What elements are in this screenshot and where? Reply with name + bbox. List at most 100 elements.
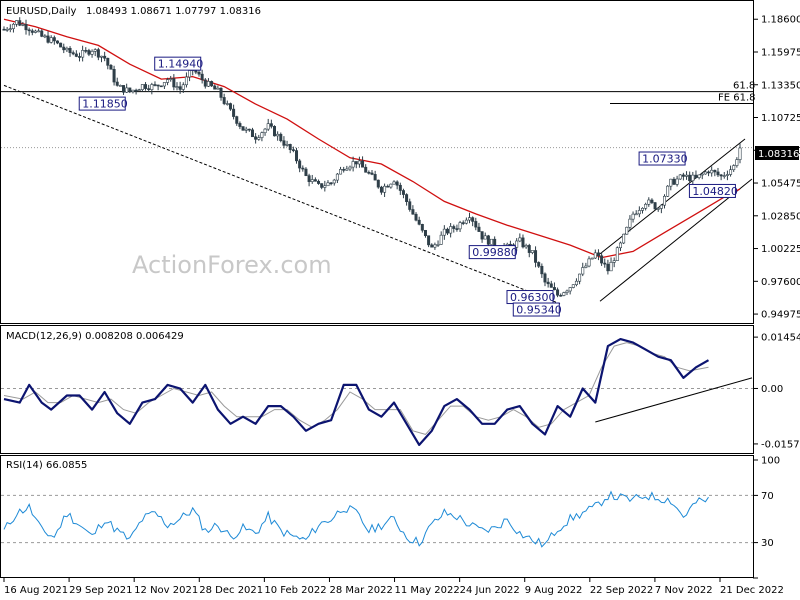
candle	[546, 277, 550, 288]
price-tick-label: 1.05475	[761, 179, 800, 190]
candle	[562, 291, 566, 297]
candle	[298, 158, 302, 173]
x-tick-label: 9 Aug 2022	[525, 585, 583, 596]
x-tick-label: 28 Dec 2021	[199, 585, 263, 596]
candle	[694, 170, 698, 179]
candle	[87, 48, 91, 57]
candle	[401, 188, 405, 199]
macd-signal-line	[3, 342, 709, 435]
candle	[169, 75, 173, 82]
candle	[735, 157, 739, 168]
candle	[118, 84, 122, 87]
price-pane	[0, 0, 754, 324]
candle	[420, 223, 424, 233]
candle	[15, 20, 19, 27]
candle	[40, 29, 44, 38]
candle	[178, 81, 182, 94]
candle	[125, 83, 129, 93]
candle	[688, 171, 692, 183]
candle	[301, 165, 305, 172]
candle	[210, 80, 214, 87]
candle	[93, 48, 97, 57]
candle	[414, 212, 418, 222]
candle	[81, 45, 85, 62]
candle	[27, 27, 31, 36]
candle	[596, 249, 600, 261]
candle	[269, 119, 273, 129]
candle	[203, 78, 207, 89]
candle	[678, 174, 682, 180]
candle	[109, 64, 113, 70]
candle	[254, 133, 258, 144]
candle	[647, 197, 651, 207]
candle	[534, 246, 538, 268]
candle	[398, 182, 402, 195]
price-tick-label: 1.15975	[761, 47, 800, 58]
candle	[228, 102, 232, 111]
candle	[622, 233, 626, 245]
candle	[593, 249, 597, 260]
last-price-label: 1.08316	[758, 149, 799, 160]
candle	[339, 166, 343, 175]
candle	[515, 238, 519, 252]
candle	[266, 118, 270, 132]
candle	[540, 263, 544, 278]
candle	[263, 127, 267, 136]
candle	[184, 72, 188, 88]
candle	[159, 85, 163, 88]
candle	[445, 227, 449, 236]
candle	[408, 198, 412, 212]
candle	[291, 146, 295, 153]
candle	[37, 28, 41, 33]
candle	[216, 85, 220, 90]
candle	[122, 85, 126, 95]
candle	[578, 273, 582, 285]
candle	[250, 127, 254, 138]
macd-title: MACD(12,26,9) 0.008208 0.006429	[6, 331, 184, 342]
candle	[272, 125, 276, 137]
candle	[55, 40, 59, 45]
candle	[175, 82, 179, 91]
watermark: ActionForex.com	[132, 251, 332, 279]
candle	[474, 217, 478, 231]
candle	[587, 256, 591, 268]
candle	[392, 180, 396, 185]
candle	[354, 161, 358, 169]
annotation-label: 1.07330	[642, 153, 688, 166]
candle	[738, 143, 742, 164]
candle	[128, 87, 132, 94]
candle	[373, 170, 377, 181]
candle	[461, 220, 465, 226]
candle	[11, 22, 15, 33]
candle	[49, 35, 53, 44]
candle	[348, 165, 352, 172]
price-level-annotation: 0.96300	[506, 290, 555, 305]
candle	[631, 211, 635, 223]
candle	[581, 262, 585, 277]
candle	[590, 257, 594, 260]
rsi-line	[3, 490, 709, 548]
candle	[628, 215, 632, 232]
candle	[527, 243, 531, 258]
candle	[361, 156, 365, 168]
candle	[62, 43, 66, 54]
x-tick-label: 12 Nov 2021	[134, 585, 198, 596]
candle	[357, 156, 361, 168]
candle	[439, 231, 443, 245]
candle	[134, 88, 138, 95]
price-level-annotation: 0.95340	[512, 302, 562, 317]
candle	[468, 212, 472, 224]
candle	[52, 35, 56, 45]
candle	[77, 52, 81, 62]
candle	[637, 206, 641, 218]
candle	[483, 232, 487, 240]
candle	[131, 89, 135, 94]
candle	[675, 175, 679, 187]
price-title: EURUSD,Daily	[6, 6, 77, 17]
candle	[247, 128, 251, 132]
candle	[74, 50, 78, 58]
x-tick-label: 22 Sep 2022	[590, 585, 653, 596]
annotation-label: 0.95340	[516, 304, 562, 317]
